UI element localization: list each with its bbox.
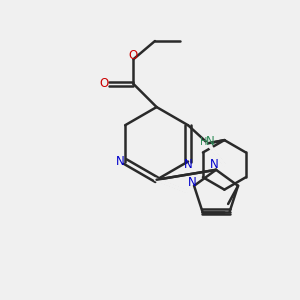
Text: N: N	[116, 155, 124, 168]
Text: N: N	[206, 135, 215, 148]
Text: O: O	[99, 77, 108, 91]
Text: N: N	[210, 158, 219, 171]
Text: O: O	[129, 49, 138, 62]
Text: N: N	[188, 176, 197, 189]
Text: H: H	[200, 137, 208, 147]
Text: N: N	[184, 158, 192, 171]
